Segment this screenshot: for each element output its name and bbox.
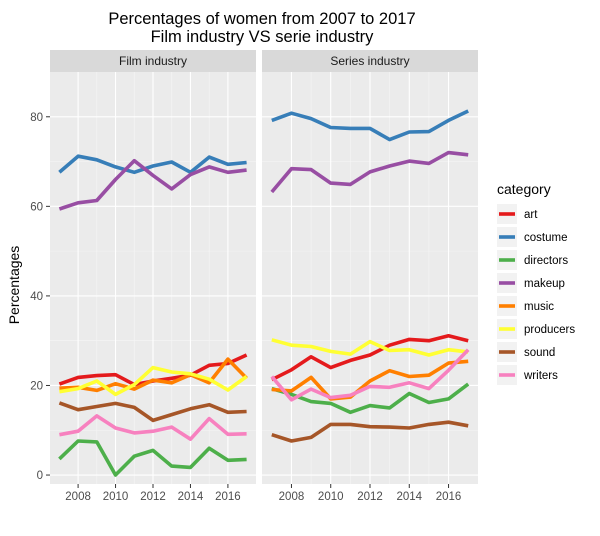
legend-item-producers: producers [497,319,575,339]
legend-item-directors: directors [497,250,568,270]
series-line-writers [59,414,247,442]
y-tick-label: 0 [37,470,43,482]
series-line-directors [58,439,247,477]
x-tick-label: 2008 [65,491,91,503]
series-line-costume [58,154,247,175]
chart-subtitle: Film industry VS serie industry [151,28,375,46]
series-line-producers [59,365,248,397]
x-tick-label: 2014 [178,491,204,503]
series-line-directors [271,382,470,415]
facet-strip [50,50,256,72]
facet-label: Series industry [330,54,409,68]
x-tick-label: 2016 [215,491,241,503]
y-axis-label: Percentages [6,246,22,325]
x-tick-label: 2008 [279,491,305,503]
series-line-music [271,359,469,401]
legend-label: directors [524,255,568,267]
facet-label: Film industry [119,54,187,68]
series-line-sound [58,401,247,423]
y-tick-label: 60 [30,201,43,213]
series-line-costume [271,109,469,142]
legend-item-sound: sound [497,342,555,362]
x-tick-label: 2010 [318,491,344,503]
panel-1: Series industry 2008 2010 2012 2014 2016 [262,50,478,503]
legend-item-writers: writers [497,365,558,385]
x-tick-label: 2016 [436,491,462,503]
y-axis: 0 20 40 60 80 [30,112,50,482]
chart-title: Percentages of women from 2007 to 2017 [108,10,415,28]
y-tick-label: 80 [30,112,43,124]
legend-label: music [524,301,554,313]
series-line-makeup [270,150,469,194]
legend-item-makeup: makeup [497,273,565,293]
legend-item-costume: costume [497,227,567,247]
y-tick-label: 40 [30,291,43,303]
panel-0: Film industry 2008 2010 2012 2014 2016 [50,50,256,503]
legend-label: art [524,209,538,221]
series-line-sound [271,420,469,443]
legend-label: sound [524,347,555,359]
series-line-producers [271,338,469,357]
legend-title: category [497,181,551,197]
legend-label: writers [523,370,558,382]
x-tick-label: 2014 [396,491,422,503]
y-tick-label: 20 [30,380,43,392]
x-tick-label: 2010 [103,491,129,503]
x-tick-label: 2012 [140,491,166,503]
facet-strip [262,50,478,72]
legend-label: producers [524,324,575,336]
series-line-writers [270,348,470,402]
series-line-art [270,333,469,382]
legend-item-music: music [497,296,554,316]
x-tick-label: 2012 [357,491,383,503]
legend: category art costume directors makeup music p… [497,181,575,385]
legend-label: makeup [524,278,565,290]
series-line-music [59,357,248,393]
legend-item-art: art [497,204,538,224]
legend-label: costume [524,232,567,244]
series-line-makeup [58,158,247,211]
